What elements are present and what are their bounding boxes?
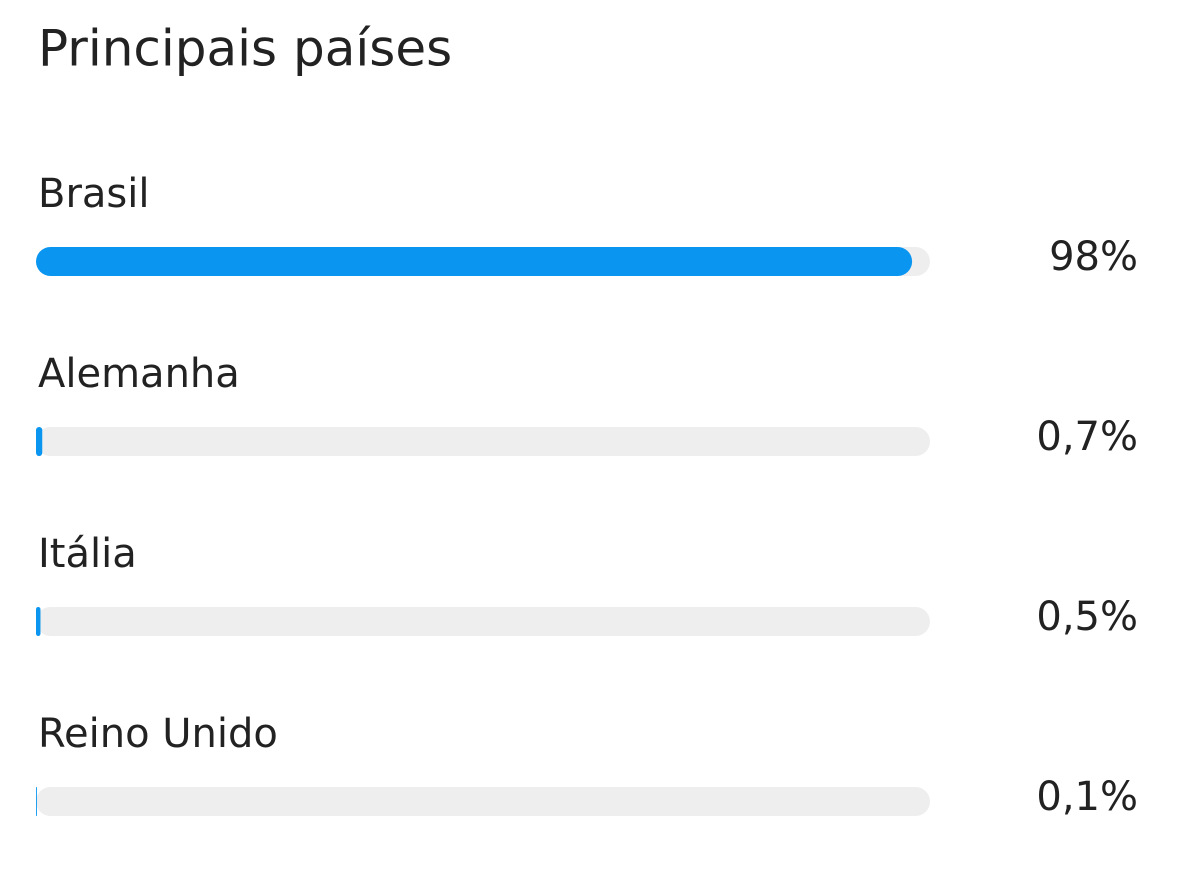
category-label: Itália <box>38 531 137 577</box>
bar <box>36 787 37 816</box>
value-label: 98% <box>1049 234 1138 280</box>
chart-title: Principais países <box>38 20 452 78</box>
value-label: 0,5% <box>1036 594 1138 640</box>
category-label: Brasil <box>38 171 149 217</box>
value-label: 0,1% <box>1036 774 1138 820</box>
value-label: 0,7% <box>1036 414 1138 460</box>
bar <box>36 427 43 456</box>
bar-track <box>36 787 930 816</box>
category-label: Alemanha <box>38 351 240 397</box>
bar <box>36 607 41 636</box>
bar <box>36 247 913 276</box>
bar-track <box>36 427 930 456</box>
bar-track <box>36 607 930 636</box>
category-label: Reino Unido <box>38 711 278 757</box>
